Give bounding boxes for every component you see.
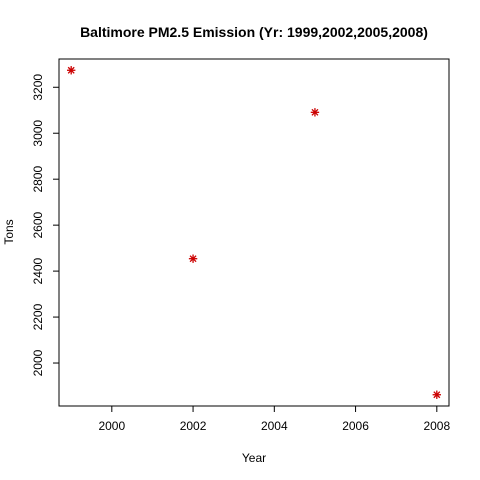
data-point-2005	[310, 108, 320, 117]
x-axis-label: Year	[242, 451, 266, 465]
data-point-1999	[66, 66, 76, 75]
y-axis: 2000 2200 2400 2600 2800 3000 3200	[31, 74, 59, 376]
data-point-2002	[188, 254, 198, 263]
y-tick-label-2200: 2200	[31, 303, 45, 330]
y-tick-label-2600: 2600	[31, 211, 45, 238]
data-points	[66, 66, 442, 399]
x-tick-label-2006: 2006	[342, 419, 369, 433]
y-tick-label-2400: 2400	[31, 257, 45, 284]
plot-frame	[58, 58, 450, 407]
y-tick-label-3200: 3200	[31, 74, 45, 101]
x-tick-label-2004: 2004	[261, 419, 288, 433]
x-tick-label-2000: 2000	[98, 419, 125, 433]
y-tick-label-2000: 2000	[31, 349, 45, 376]
x-tick-label-2008: 2008	[423, 419, 450, 433]
y-tick-label-3000: 3000	[31, 120, 45, 147]
data-point-2008	[432, 390, 442, 399]
x-tick-label-2002: 2002	[180, 419, 207, 433]
y-axis-label: Tons	[2, 219, 16, 244]
y-tick-label-2800: 2800	[31, 166, 45, 193]
chart-title: Baltimore PM2.5 Emission (Yr: 1999,2002,…	[80, 24, 428, 40]
x-axis: 2000 2002 2004 2006 2008	[98, 406, 450, 433]
